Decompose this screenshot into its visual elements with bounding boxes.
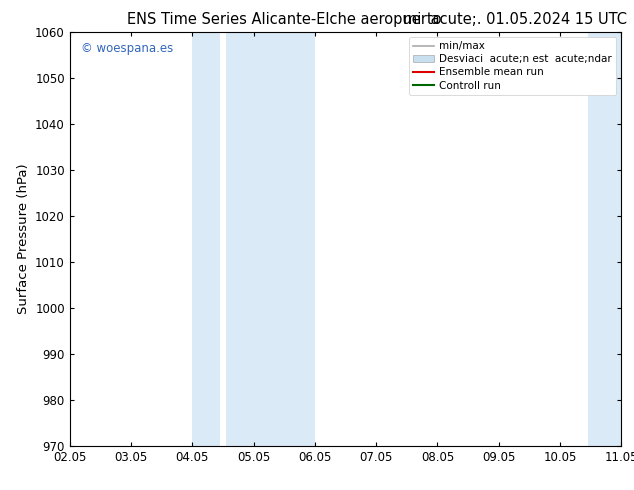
Text: mi  acute;. 01.05.2024 15 UTC: mi acute;. 01.05.2024 15 UTC [403,12,626,27]
Bar [226,32,315,446]
Bar [192,32,220,446]
Y-axis label: Surface Pressure (hPa): Surface Pressure (hPa) [16,164,30,314]
Legend: min/max, Desviaci  acute;n est  acute;ndar, Ensemble mean run, Controll run: min/max, Desviaci acute;n est acute;ndar… [409,37,616,95]
Bar [588,32,621,446]
Text: © woespana.es: © woespana.es [81,42,173,55]
Text: ENS Time Series Alicante-Elche aeropuerto: ENS Time Series Alicante-Elche aeropuert… [127,12,441,27]
